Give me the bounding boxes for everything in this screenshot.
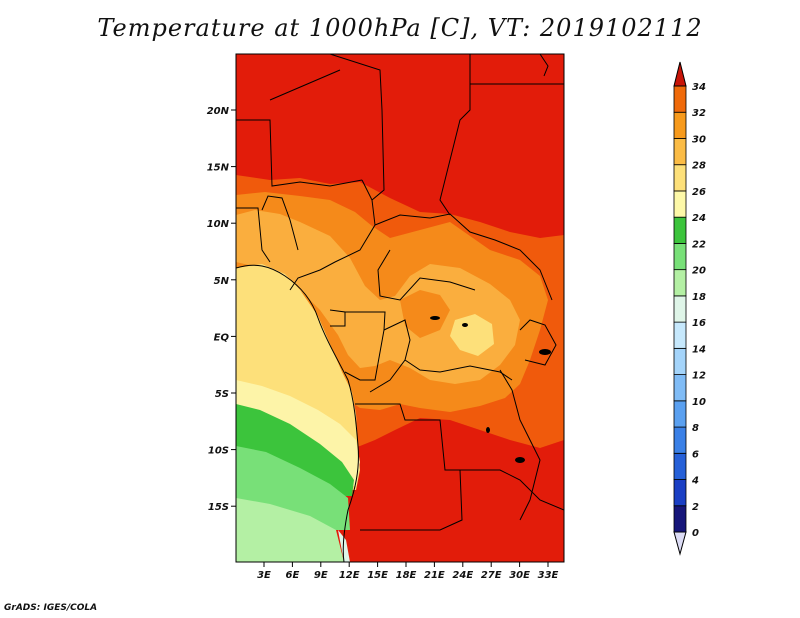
colorbar-label: 32: [692, 108, 706, 119]
field-t16-18: [236, 498, 344, 562]
colorbar-segment: [673, 347, 687, 375]
colorbar-min-arrow: [673, 531, 687, 556]
colorbar-label: 6: [692, 449, 699, 460]
lat-tick-label: EQ: [214, 332, 230, 343]
colorbar-label: 10: [692, 397, 706, 408]
lat-tick-label: 15N: [207, 163, 230, 174]
lon-tick-label: 18E: [396, 570, 417, 581]
colorbar-label: 8: [692, 423, 699, 434]
lon-tick-label: 30E: [509, 570, 530, 581]
colorbar-segment: [673, 321, 687, 349]
colorbar-segment: [673, 426, 687, 454]
lon-tick-label: 9E: [314, 570, 328, 581]
colorbar-segment: [673, 452, 687, 480]
colorbar-segment: [673, 269, 687, 297]
lat-tick-label: 10S: [208, 446, 229, 457]
country-borders: [236, 54, 564, 562]
lon-tick-label: 21E: [424, 570, 445, 581]
colorbar-segment: [673, 138, 687, 166]
lakes: [430, 316, 551, 463]
lat-tick-label: 20N: [207, 106, 230, 117]
colorbar-segment: [673, 85, 687, 113]
colorbar-segment: [673, 295, 687, 323]
colorbar-segment: [673, 216, 687, 244]
colorbar-label: 4: [691, 476, 699, 487]
lon-tick-label: 27E: [481, 570, 502, 581]
field-t14-16: [338, 530, 350, 562]
colorbar-label: 20: [692, 266, 706, 277]
lat-tick-label: 5N: [214, 276, 230, 287]
colorbar-segment: [673, 111, 687, 139]
latitude-axis: 20N 15N 10N 5N EQ 5S 10S 15S: [207, 106, 236, 513]
colorbar-label: 34: [692, 82, 706, 93]
colorbar-label: 24: [692, 213, 706, 224]
grads-credit: GrADS: IGES/COLA: [4, 603, 98, 613]
colorbar-label: 2: [692, 502, 699, 513]
colorbar-segment: [673, 190, 687, 218]
colorbar-label: 0: [692, 528, 699, 539]
lon-tick-label: 3E: [257, 570, 271, 581]
colorbar-segment: [673, 400, 687, 428]
colorbar-max-arrow: [673, 61, 687, 87]
field-t26-28: [236, 210, 520, 384]
field-t28-30-inner: [400, 290, 450, 338]
colorbar-segment: [673, 479, 687, 507]
colorbar-label: 26: [692, 187, 706, 198]
temperature-field: [236, 54, 564, 562]
colorbar-label: 18: [692, 292, 706, 303]
colorbar-label: 16: [692, 318, 706, 329]
colorbar-label: 28: [692, 161, 706, 172]
lat-tick-label: 10N: [207, 219, 230, 230]
colorbar-segment: [673, 505, 687, 533]
lon-tick-label: 24E: [452, 570, 473, 581]
lon-tick-label: 15E: [367, 570, 388, 581]
colorbar-label: 12: [692, 371, 706, 382]
field-t24-26-spot: [450, 314, 494, 356]
lon-tick-label: 12E: [339, 570, 360, 581]
colorbar-segment: [673, 243, 687, 271]
lon-tick-label: 6E: [286, 570, 300, 581]
map-frame: [235, 53, 565, 563]
lat-tick-label: 15S: [208, 502, 229, 513]
lon-tick-label: 33E: [538, 570, 559, 581]
colorbar-label: 22: [692, 239, 706, 250]
colorbar-segment: [673, 164, 687, 192]
lat-tick-label: 5S: [215, 389, 229, 400]
colorbar-label: 30: [692, 134, 706, 145]
colorbar-segment: [673, 374, 687, 402]
colorbar-label: 14: [692, 344, 706, 355]
longitude-axis: 3E 6E 9E 12E 15E 18E 21E 24E 27E 30E 33E: [257, 562, 559, 581]
chart-title: Temperature at 1000hPa [C], VT: 20191021…: [97, 14, 703, 42]
